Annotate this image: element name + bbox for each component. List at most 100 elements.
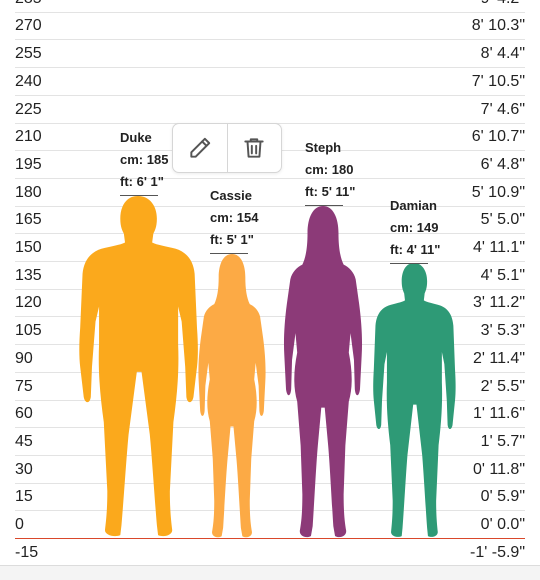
scale-row: 165 5' 5.0"	[0, 212, 540, 235]
gridline	[15, 39, 525, 41]
gridline	[15, 11, 525, 13]
ft-tick-label: 2' 5.5"	[480, 377, 525, 395]
cm-tick-label: 165	[15, 211, 42, 229]
ft-tick-label: 5' 10.9"	[471, 183, 525, 201]
ft-tick-label: 0' 11.8"	[472, 460, 525, 478]
gridline	[15, 344, 525, 346]
scale-row: 105 3' 5.3"	[0, 323, 540, 346]
ft-tick-label: 0' 5.9"	[480, 488, 525, 506]
scale-row: 90 2' 11.4"	[0, 350, 540, 373]
person-label: Cassie cm: 154 ft: 5' 1"	[210, 185, 258, 254]
silhouette-shape	[283, 205, 363, 537]
edit-button[interactable]	[173, 124, 227, 172]
person-name: Damian	[390, 198, 437, 213]
person-figure-damian[interactable]	[373, 262, 456, 538]
cm-tick-label: -15	[15, 543, 39, 561]
scale-row: 240 7' 10.5"	[0, 73, 540, 96]
cm-tick-label: 15	[15, 488, 33, 506]
gridline	[15, 205, 525, 207]
cm-tick-label: 90	[15, 349, 33, 367]
scale-row: 285 9' 4.2"	[0, 0, 540, 13]
gridline	[15, 482, 525, 484]
ft-tick-label: 0' 0.0"	[480, 516, 525, 533]
cm-tick-label: 285	[15, 0, 42, 7]
ft-tick-label: 8' 4.4"	[480, 45, 525, 63]
delete-button[interactable]	[226, 124, 282, 172]
person-figure-cassie[interactable]	[195, 253, 269, 538]
baseline	[15, 538, 525, 539]
cm-tick-label: 210	[15, 128, 42, 146]
ft-tick-label: 3' 5.3"	[480, 322, 525, 340]
label-underline	[390, 263, 428, 264]
silhouette-shape	[198, 253, 266, 537]
bottom-panel-edge	[0, 565, 540, 580]
silhouette-icon	[198, 253, 266, 537]
figure-actions-toolbar	[172, 123, 282, 173]
scale-row: 135 4' 5.1"	[0, 267, 540, 290]
cm-tick-label: 150	[15, 239, 42, 256]
scale-row: 0 0' 0.0"	[0, 517, 540, 539]
person-cm: cm: 149	[390, 220, 439, 235]
cm-tick-label: 75	[15, 377, 33, 395]
person-cm: cm: 154	[210, 210, 259, 225]
scale-row: 60 1' 11.6"	[0, 406, 540, 429]
scale-row: 120 3' 11.2"	[0, 295, 540, 318]
silhouette-shape	[373, 262, 456, 537]
scale-row: 75 2' 5.5"	[0, 378, 540, 401]
person-label: Duke cm: 185 ft: 6' 1"	[120, 127, 168, 196]
trash-icon	[244, 138, 264, 158]
gridline	[15, 94, 525, 96]
gridline	[15, 371, 525, 373]
cm-tick-label: 195	[15, 155, 42, 173]
ft-tick-label: -1' -5.9"	[470, 543, 525, 561]
silhouette-icon	[79, 196, 198, 537]
gridline	[15, 177, 525, 179]
person-name: Duke	[120, 130, 152, 145]
person-cm: cm: 180	[305, 162, 354, 177]
label-underline	[305, 205, 343, 206]
ft-tick-label: 6' 10.7"	[471, 128, 525, 146]
ft-tick-label: 7' 10.5"	[471, 72, 525, 90]
scale-row: 15 0' 5.9"	[0, 489, 540, 512]
cm-tick-label: 0	[15, 516, 24, 533]
person-ft: ft: 4' 11"	[390, 242, 441, 257]
cm-tick-label: 30	[15, 460, 33, 478]
scale-row: 270 8' 10.3"	[0, 18, 540, 41]
gridline	[15, 427, 525, 429]
gridline	[15, 233, 525, 235]
person-ft: ft: 5' 1"	[210, 232, 254, 247]
gridline	[15, 316, 525, 318]
person-figure-steph[interactable]	[280, 205, 366, 538]
ft-tick-label: 9' 4.2"	[481, 0, 525, 7]
person-name: Cassie	[210, 188, 252, 203]
ft-tick-label: 2' 11.4"	[472, 349, 525, 367]
ft-tick-label: 8' 10.3"	[471, 17, 525, 35]
person-cm: cm: 185	[120, 152, 169, 167]
cm-tick-label: 270	[15, 17, 42, 35]
label-underline	[120, 195, 158, 196]
silhouette-icon	[373, 262, 456, 537]
scale-row: 255 8' 4.4"	[0, 46, 540, 69]
person-label: Steph cm: 180 ft: 5' 11"	[305, 137, 355, 206]
person-label: Damian cm: 149 ft: 4' 11"	[390, 195, 440, 264]
gridline	[15, 261, 525, 262]
scale-row: 30 0' 11.8"	[0, 461, 540, 484]
ft-tick-label: 5' 5.0"	[480, 211, 525, 229]
label-underline	[210, 253, 248, 254]
scale-row: 45 1' 5.7"	[0, 433, 540, 456]
ft-tick-label: 6' 4.8"	[480, 155, 525, 173]
ft-tick-label: 1' 5.7"	[480, 432, 525, 450]
gridline	[15, 454, 525, 456]
gridline	[15, 399, 525, 401]
cm-tick-label: 105	[15, 322, 42, 340]
gridline	[15, 288, 525, 290]
gridline	[15, 510, 525, 512]
cm-tick-label: 240	[15, 72, 42, 90]
scale-row: 195 6' 4.8"	[0, 156, 540, 179]
cm-tick-label: 120	[15, 294, 42, 312]
cm-tick-label: 255	[15, 45, 42, 63]
person-figure-duke[interactable]	[79, 196, 198, 538]
cm-tick-label: 180	[15, 183, 42, 201]
pencil-icon	[190, 137, 210, 158]
ft-tick-label: 1' 11.6"	[472, 405, 525, 423]
